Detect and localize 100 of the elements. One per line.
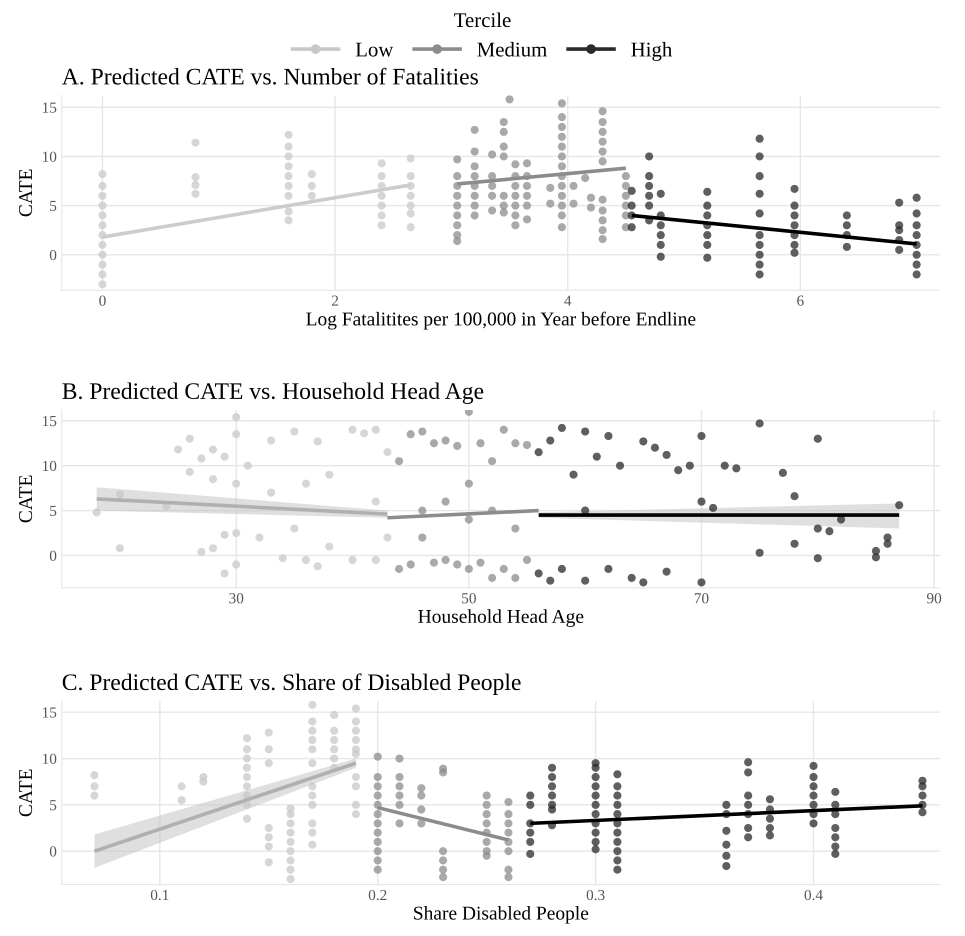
point xyxy=(453,560,462,569)
point xyxy=(208,445,218,454)
point xyxy=(406,223,415,232)
point xyxy=(790,240,799,249)
point xyxy=(756,152,764,160)
point xyxy=(352,810,360,818)
point xyxy=(482,810,491,818)
point xyxy=(912,209,921,218)
point xyxy=(378,202,386,210)
point xyxy=(790,248,799,257)
point xyxy=(476,439,485,448)
point xyxy=(895,246,904,254)
point xyxy=(232,528,240,538)
point xyxy=(569,470,578,479)
point xyxy=(645,202,654,210)
point xyxy=(628,202,636,210)
point xyxy=(372,426,380,434)
point xyxy=(482,792,491,800)
point xyxy=(286,838,295,846)
point xyxy=(504,798,513,806)
point xyxy=(912,231,921,240)
point xyxy=(476,558,485,567)
y-tick-label: 10 xyxy=(42,152,56,162)
point xyxy=(504,828,513,837)
y-tick-label: 10 xyxy=(42,460,56,472)
point xyxy=(90,792,98,800)
x-tick-label: 0.3 xyxy=(586,890,605,900)
point xyxy=(656,231,665,240)
point xyxy=(308,828,316,837)
point xyxy=(374,856,382,864)
point xyxy=(348,426,357,434)
point xyxy=(116,490,124,498)
point xyxy=(703,211,712,220)
point xyxy=(511,524,520,533)
point xyxy=(284,207,293,216)
point xyxy=(604,564,612,573)
point xyxy=(442,498,450,506)
point xyxy=(98,260,107,269)
point xyxy=(656,190,665,198)
point xyxy=(825,527,834,536)
point xyxy=(264,728,273,737)
point xyxy=(406,560,415,569)
point xyxy=(302,480,310,488)
point xyxy=(546,576,554,585)
point xyxy=(604,432,612,440)
point xyxy=(790,184,799,193)
chart-title: A. Predicted CATE vs. Number of Fatalities xyxy=(62,68,478,85)
point xyxy=(662,450,671,459)
point xyxy=(255,533,264,542)
x-tick-label: 30 xyxy=(229,593,244,604)
point xyxy=(116,544,124,552)
point xyxy=(895,198,904,207)
point xyxy=(872,553,880,562)
point xyxy=(98,182,107,190)
point xyxy=(286,856,295,864)
point xyxy=(98,250,107,259)
point xyxy=(842,211,851,220)
point xyxy=(703,254,712,262)
point xyxy=(308,726,316,735)
point xyxy=(645,152,654,160)
point xyxy=(242,772,252,782)
point xyxy=(674,466,682,474)
point xyxy=(912,194,921,202)
point xyxy=(199,772,208,782)
point xyxy=(395,754,404,763)
point xyxy=(98,211,107,220)
point xyxy=(378,172,386,180)
point xyxy=(98,192,107,200)
point xyxy=(790,202,799,210)
point xyxy=(374,752,382,761)
y-tick-label: 5 xyxy=(50,200,56,212)
point xyxy=(374,819,382,828)
point xyxy=(558,564,566,573)
point xyxy=(534,569,543,578)
point xyxy=(383,533,392,542)
point xyxy=(790,221,799,230)
point xyxy=(98,221,107,230)
legend-label: Medium xyxy=(477,42,547,57)
point xyxy=(912,260,921,269)
point xyxy=(286,866,295,874)
point xyxy=(522,556,532,564)
point xyxy=(348,556,357,564)
point xyxy=(352,717,360,726)
point xyxy=(546,436,554,445)
point xyxy=(406,172,415,180)
point xyxy=(500,426,508,434)
point xyxy=(244,462,252,470)
point xyxy=(417,784,426,792)
point xyxy=(308,192,316,200)
point xyxy=(284,192,293,200)
point xyxy=(756,419,764,428)
point xyxy=(406,430,415,438)
point xyxy=(308,800,316,809)
point xyxy=(418,427,426,436)
y-tick-label: 5 xyxy=(50,800,56,810)
point xyxy=(98,240,107,249)
point xyxy=(372,498,380,506)
point xyxy=(284,130,293,139)
point xyxy=(267,488,276,497)
point xyxy=(639,578,648,586)
